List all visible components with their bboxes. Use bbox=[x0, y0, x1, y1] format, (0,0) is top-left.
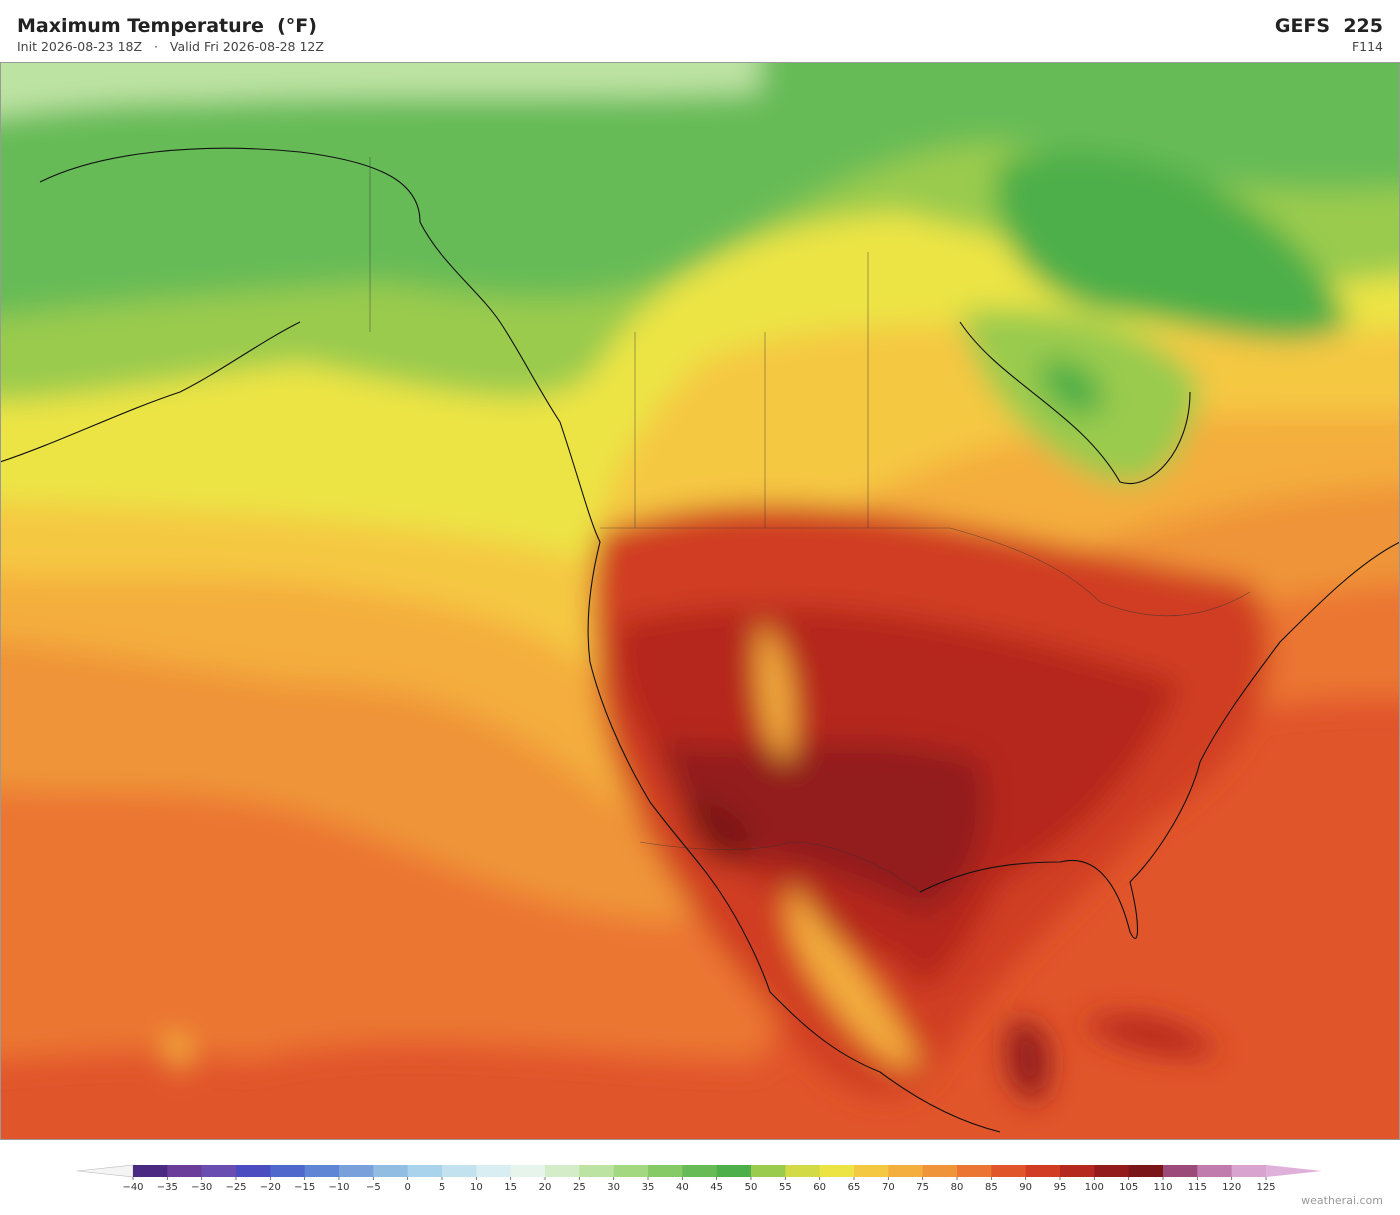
temperature-map bbox=[0, 62, 1400, 1140]
tick-label: 70 bbox=[882, 1182, 895, 1193]
colorbar-segment bbox=[133, 1165, 168, 1177]
tick-label: 60 bbox=[813, 1182, 826, 1193]
tick-label: 85 bbox=[985, 1182, 998, 1193]
colorbar-segment bbox=[270, 1165, 306, 1177]
colorbar-segment bbox=[373, 1165, 409, 1177]
colorbar-segment bbox=[304, 1165, 340, 1177]
colorbar-segment bbox=[579, 1165, 615, 1177]
tick-label: 40 bbox=[676, 1182, 689, 1193]
colorbar-segment bbox=[339, 1165, 374, 1177]
under-extension bbox=[76, 1164, 134, 1178]
tick-label: 95 bbox=[1054, 1182, 1067, 1193]
over-extension bbox=[1266, 1165, 1322, 1177]
tick-label: 15 bbox=[504, 1182, 517, 1193]
map-field bbox=[0, 62, 1400, 1140]
colorbar-segment bbox=[991, 1165, 1027, 1177]
coastlines bbox=[0, 147, 1400, 1133]
tick-label: −5 bbox=[366, 1182, 381, 1193]
colorbar-segment bbox=[1128, 1165, 1164, 1177]
colorbar-segment bbox=[613, 1165, 649, 1177]
init-time: Init 2026-08-23 18Z bbox=[17, 39, 143, 54]
tick-label: −10 bbox=[328, 1182, 349, 1193]
colorbar-segment bbox=[1060, 1165, 1095, 1177]
colorbar-segment bbox=[1094, 1165, 1130, 1177]
model-label: GEFS 225 bbox=[1274, 15, 1383, 37]
colorbar-segment bbox=[819, 1165, 855, 1177]
tick-label: 65 bbox=[848, 1182, 861, 1193]
colorbar-segment bbox=[1231, 1165, 1267, 1177]
colorbar-segment bbox=[785, 1165, 821, 1177]
tick-label: −20 bbox=[260, 1182, 281, 1193]
colorbar-segment bbox=[888, 1165, 924, 1177]
tick-label: 5 bbox=[439, 1182, 445, 1193]
colorbar-segment bbox=[407, 1165, 443, 1177]
borders bbox=[369, 157, 1251, 893]
tick-label: −35 bbox=[157, 1182, 178, 1193]
tick-label: 80 bbox=[951, 1182, 964, 1193]
map-title: Maximum Temperature (°F) bbox=[17, 15, 317, 37]
tick-label: 105 bbox=[1119, 1182, 1138, 1193]
tick-label: 55 bbox=[779, 1182, 792, 1193]
tick-label: 0 bbox=[404, 1182, 410, 1193]
tick-label: 100 bbox=[1085, 1182, 1104, 1193]
watermark: weatherai.com bbox=[1301, 1194, 1383, 1207]
tick-label: 10 bbox=[470, 1182, 483, 1193]
tick-label: −25 bbox=[225, 1182, 246, 1193]
colorbar-segment bbox=[545, 1165, 580, 1177]
tick-label: 125 bbox=[1256, 1182, 1275, 1193]
tick-label: 110 bbox=[1153, 1182, 1172, 1193]
colorbar-segment bbox=[682, 1165, 718, 1177]
tick-label: 35 bbox=[642, 1182, 655, 1193]
colorbar-segment bbox=[167, 1165, 203, 1177]
tick-label: −30 bbox=[191, 1182, 212, 1193]
colorbar-segment bbox=[201, 1165, 237, 1177]
colorbar-segment bbox=[236, 1165, 271, 1177]
colorbar-segment bbox=[442, 1165, 477, 1177]
subtitle: Init 2026-08-23 18Z · Valid Fri 2026-08-… bbox=[17, 39, 324, 54]
tick-label: 25 bbox=[573, 1182, 586, 1193]
tick-label: 120 bbox=[1222, 1182, 1241, 1193]
colorbar: −40 −35 −30 −25 −20 −15 −10 −5 0 5 10 15 20 25 30 35 40 4… bbox=[76, 1164, 1322, 1193]
tick-label: 45 bbox=[710, 1182, 723, 1193]
tick-label: 20 bbox=[539, 1182, 552, 1193]
colorbar-segment bbox=[922, 1165, 958, 1177]
tick-label: 30 bbox=[607, 1182, 620, 1193]
colorbar-segment bbox=[751, 1165, 786, 1177]
forecast-hour: F114 bbox=[1351, 39, 1383, 54]
tick-label: 115 bbox=[1188, 1182, 1207, 1193]
colorbar-segment bbox=[957, 1165, 992, 1177]
colorbar-segment bbox=[648, 1165, 683, 1177]
tick-label: 50 bbox=[745, 1182, 758, 1193]
tick-label: 90 bbox=[1019, 1182, 1032, 1193]
separator: · bbox=[153, 39, 158, 54]
tick-label: −15 bbox=[294, 1182, 315, 1193]
tick-label: −40 bbox=[122, 1182, 143, 1193]
colorbar-segment bbox=[1163, 1165, 1198, 1177]
colorbar-segment bbox=[854, 1165, 889, 1177]
tick-label: 75 bbox=[916, 1182, 929, 1193]
valid-time: Valid Fri 2026-08-28 12Z bbox=[169, 39, 324, 54]
colorbar-segment bbox=[510, 1165, 546, 1177]
colorbar-segment bbox=[1197, 1165, 1233, 1177]
colorbar-segment bbox=[476, 1165, 512, 1177]
colorbar-segment bbox=[716, 1165, 752, 1177]
colorbar-segment bbox=[1025, 1165, 1061, 1177]
